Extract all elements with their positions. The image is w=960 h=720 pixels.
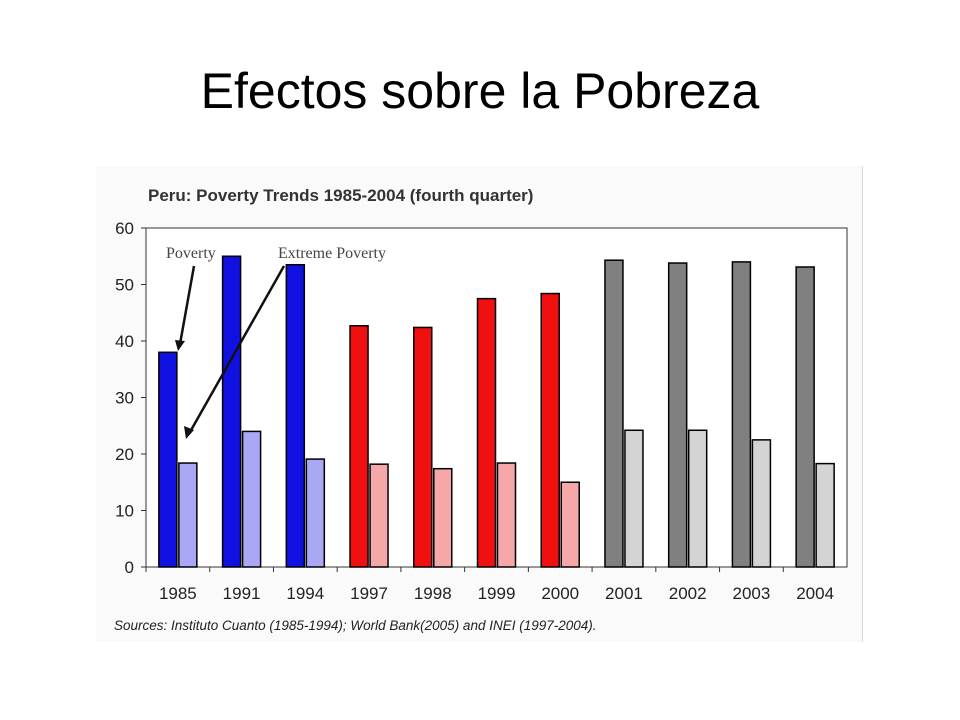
x-tick-label: 1985 <box>159 584 197 603</box>
bar-extreme-poverty-2001 <box>624 429 644 568</box>
annotation-extreme-poverty: Extreme Poverty <box>278 245 386 262</box>
plot-area <box>145 227 848 568</box>
x-tick-label: 1991 <box>223 584 261 603</box>
bar-chart: 0 10 20 30 40 50 60 1985 1991 1994 1997 1998 1999 200… <box>115 219 848 603</box>
x-tick-label: 1994 <box>286 584 324 603</box>
x-tick-label: 1997 <box>350 584 388 603</box>
y-tick-label: 40 <box>115 332 134 351</box>
bar-poverty-1998 <box>413 326 433 568</box>
x-tick-label: 2000 <box>541 584 579 603</box>
bar-poverty-2000 <box>540 292 560 568</box>
chart-title: Peru: Poverty Trends 1985-2004 (fourth q… <box>148 186 534 205</box>
arrow-extreme-poverty-head <box>184 426 194 439</box>
y-tick-label: 60 <box>115 219 134 238</box>
bar-extreme-poverty-2000 <box>560 481 580 568</box>
x-tick-label: 2004 <box>796 584 834 603</box>
source-note: Sources: Instituto Cuanto (1985-1994); W… <box>114 618 597 633</box>
bar-extreme-poverty-1999 <box>496 462 517 568</box>
bar-poverty-2003 <box>731 261 752 568</box>
y-tick-label: 10 <box>115 502 134 521</box>
bar-extreme-poverty-2002 <box>687 429 708 568</box>
x-tick-label: 2001 <box>605 584 643 603</box>
chart-figure: Peru: Poverty Trends 1985-2004 (fourth q… <box>96 166 863 642</box>
bar-poverty-1999 <box>476 297 497 568</box>
slide-title: Efectos sobre la Pobreza <box>200 63 760 119</box>
arrow-poverty-head <box>175 340 185 351</box>
bar-extreme-poverty-1985 <box>178 462 198 568</box>
bar-poverty-1985 <box>158 351 178 568</box>
bar-extreme-poverty-1998 <box>433 467 453 568</box>
bar-poverty-1991 <box>221 255 242 568</box>
x-tick-label: 1998 <box>414 584 452 603</box>
y-tick-label: 20 <box>115 445 134 464</box>
arrow-poverty <box>178 265 196 345</box>
bar-extreme-poverty-2003 <box>751 439 772 568</box>
y-tick-label: 0 <box>125 558 134 577</box>
bar-extreme-poverty-1991 <box>241 430 262 568</box>
bar-extreme-poverty-2004 <box>815 462 835 568</box>
bar-extreme-poverty-1997 <box>369 463 389 568</box>
bar-poverty-2004 <box>795 266 815 568</box>
bar-poverty-1994 <box>285 263 306 568</box>
x-tick-label: 2003 <box>732 584 770 603</box>
x-tick-label: 1999 <box>478 584 516 603</box>
bar-poverty-1997 <box>349 324 369 568</box>
bar-poverty-2001 <box>604 259 624 568</box>
x-tick-label: 2002 <box>669 584 707 603</box>
bar-extreme-poverty-1994 <box>305 458 326 568</box>
y-tick-label: 30 <box>115 389 134 408</box>
arrow-extreme-poverty <box>188 265 286 433</box>
y-tick-label: 50 <box>115 276 134 295</box>
annotation-poverty: Poverty <box>166 245 216 262</box>
bar-poverty-2002 <box>667 262 688 568</box>
